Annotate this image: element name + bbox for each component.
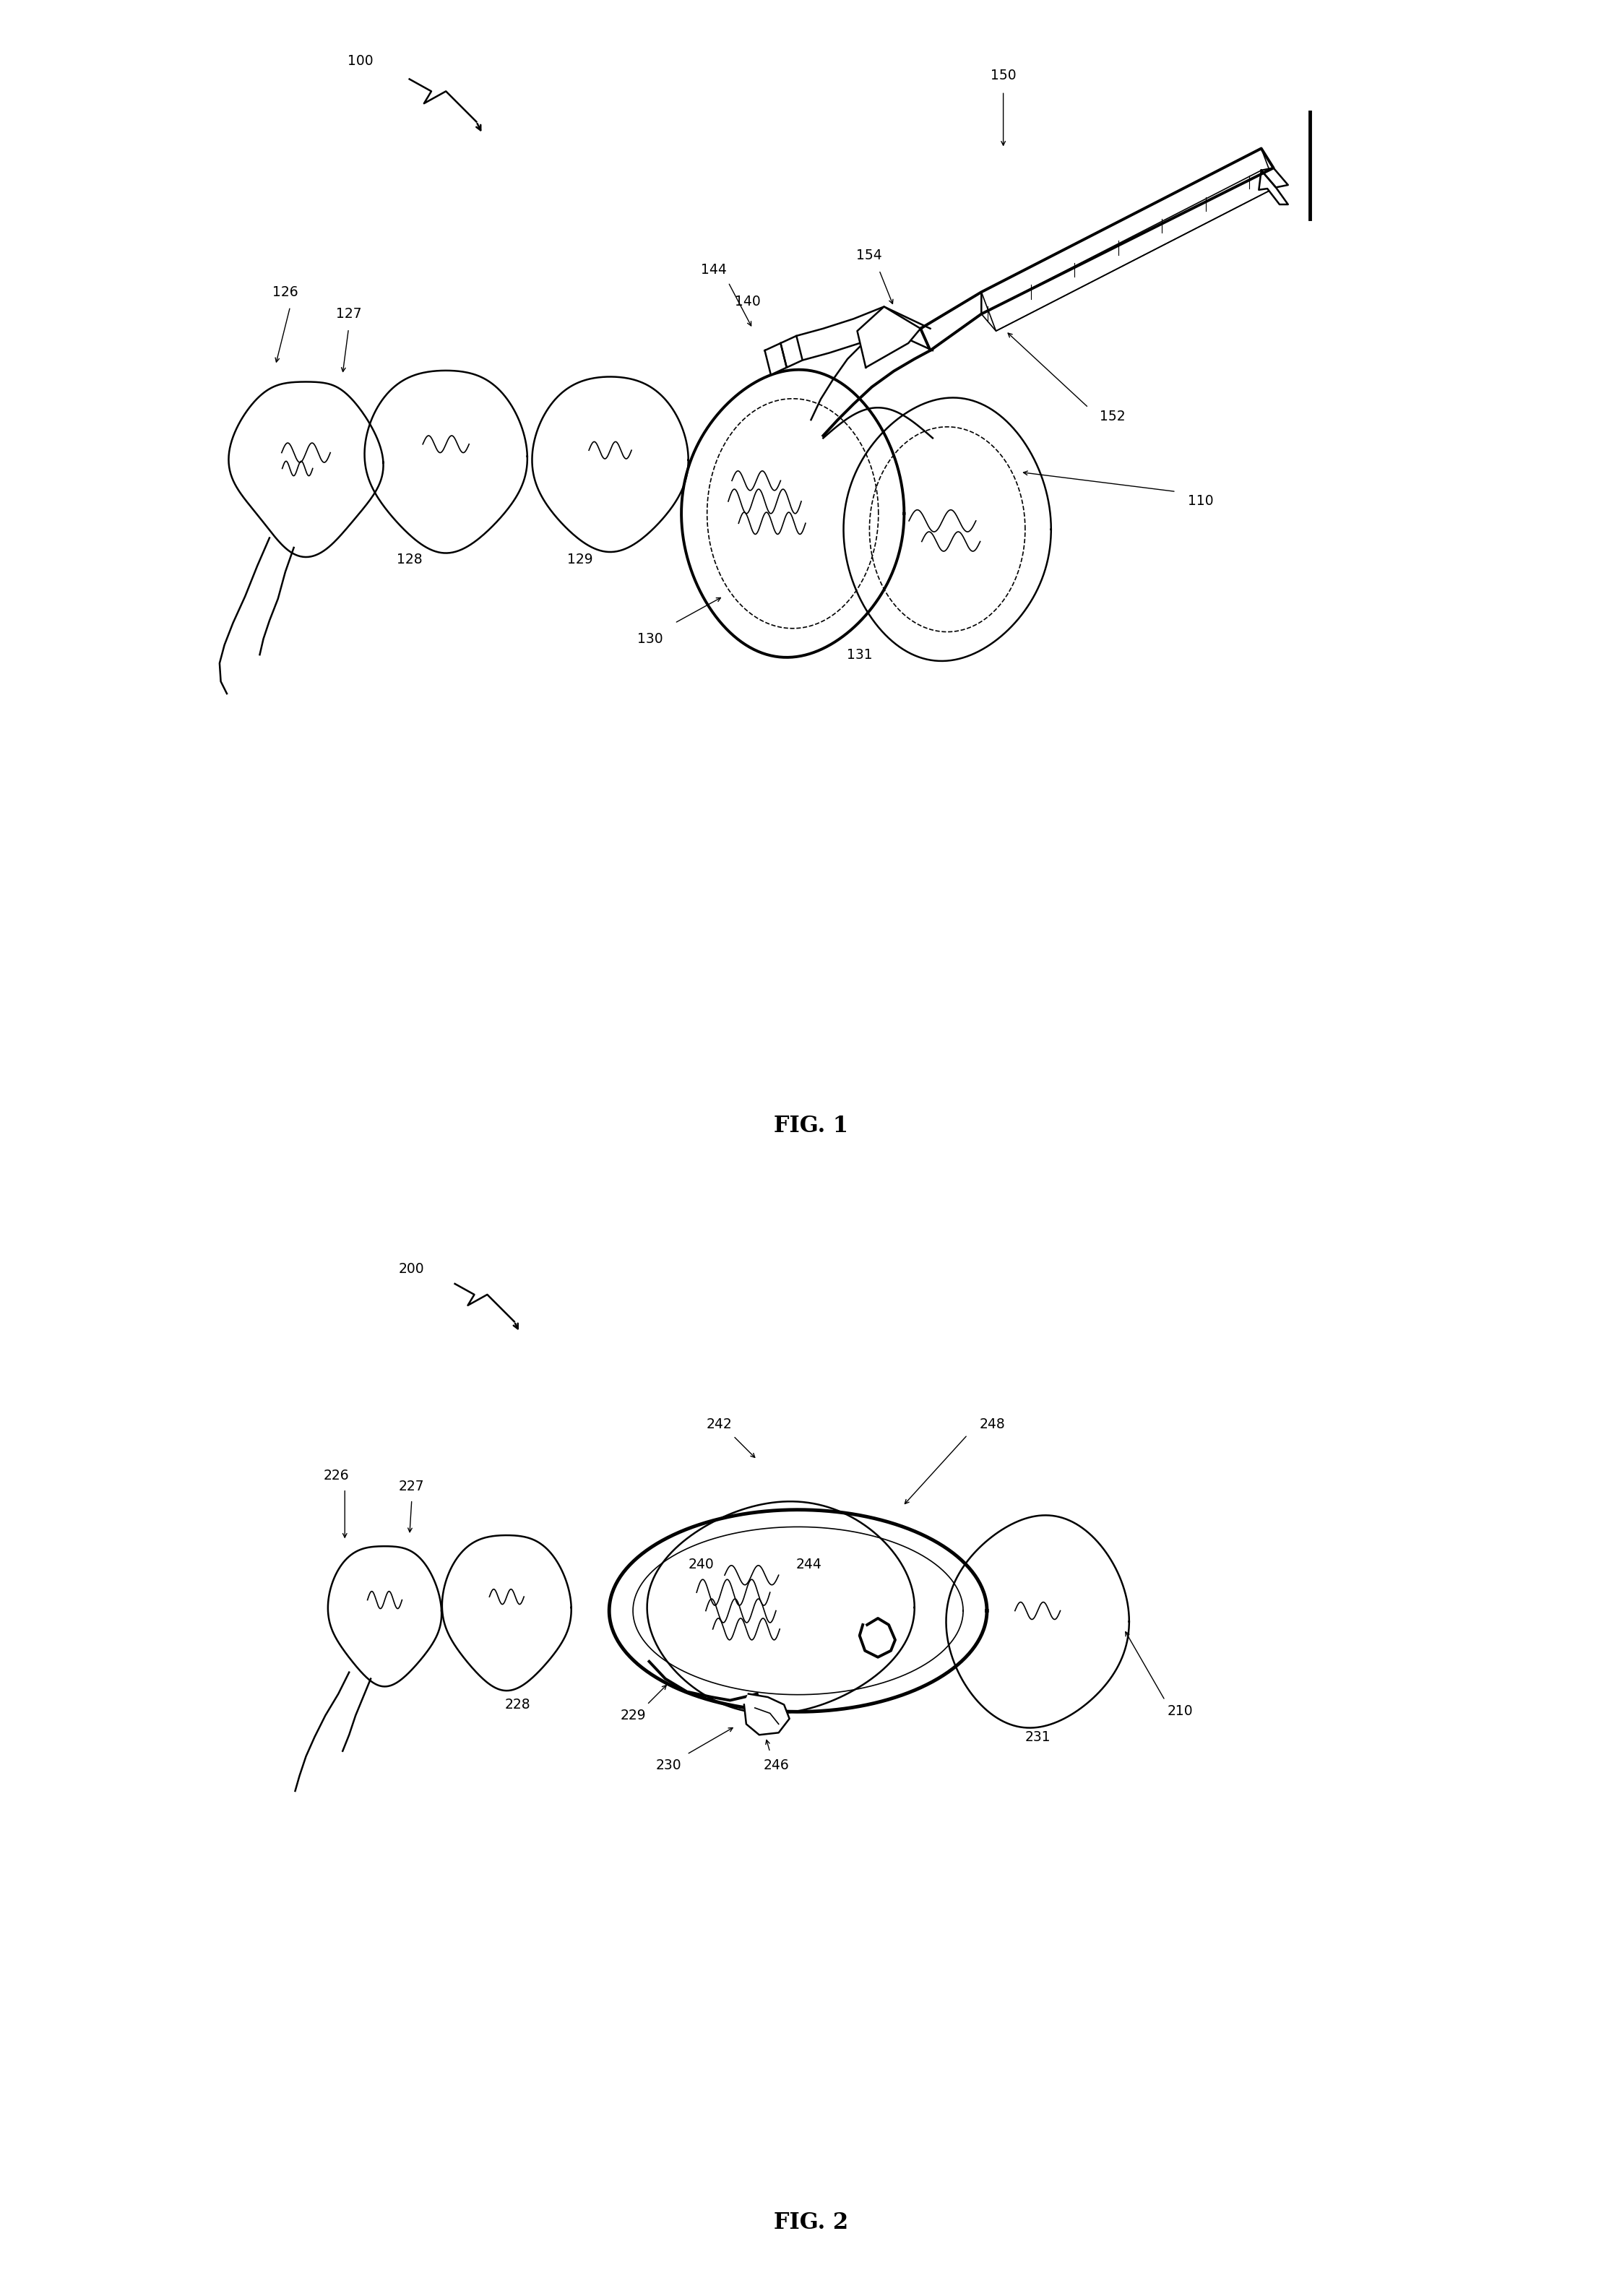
Polygon shape xyxy=(1262,168,1288,188)
Text: 130: 130 xyxy=(637,631,663,645)
Text: 230: 230 xyxy=(655,1759,681,1773)
Polygon shape xyxy=(921,149,1273,351)
Text: 100: 100 xyxy=(347,55,373,67)
Text: 110: 110 xyxy=(1187,494,1213,507)
Text: 246: 246 xyxy=(764,1759,790,1773)
Text: 227: 227 xyxy=(399,1481,425,1492)
Text: 244: 244 xyxy=(796,1557,822,1570)
Polygon shape xyxy=(1259,170,1288,204)
Text: 229: 229 xyxy=(620,1708,646,1722)
Text: FIG. 1: FIG. 1 xyxy=(774,1114,848,1137)
Text: 154: 154 xyxy=(856,248,882,262)
Polygon shape xyxy=(981,149,1277,331)
Text: 240: 240 xyxy=(688,1557,714,1570)
Text: 140: 140 xyxy=(735,294,761,308)
Text: 231: 231 xyxy=(1025,1731,1051,1745)
Text: 131: 131 xyxy=(847,647,873,661)
Polygon shape xyxy=(744,1694,790,1736)
Polygon shape xyxy=(780,335,803,367)
Text: FIG. 2: FIG. 2 xyxy=(774,2211,848,2234)
Text: 242: 242 xyxy=(706,1417,732,1430)
Text: 126: 126 xyxy=(272,285,298,298)
Text: 128: 128 xyxy=(396,553,422,567)
Text: 210: 210 xyxy=(1168,1704,1192,1717)
Text: 150: 150 xyxy=(991,69,1015,83)
Text: 248: 248 xyxy=(980,1417,1006,1430)
Text: 127: 127 xyxy=(336,308,362,321)
Text: 228: 228 xyxy=(504,1697,530,1711)
Polygon shape xyxy=(764,342,787,374)
Text: 226: 226 xyxy=(323,1469,349,1483)
Text: 129: 129 xyxy=(568,553,592,567)
Text: 200: 200 xyxy=(399,1263,425,1277)
Text: 152: 152 xyxy=(1100,409,1126,422)
Polygon shape xyxy=(921,292,981,351)
Polygon shape xyxy=(981,170,1277,331)
Text: 144: 144 xyxy=(701,264,727,278)
Polygon shape xyxy=(858,308,921,367)
